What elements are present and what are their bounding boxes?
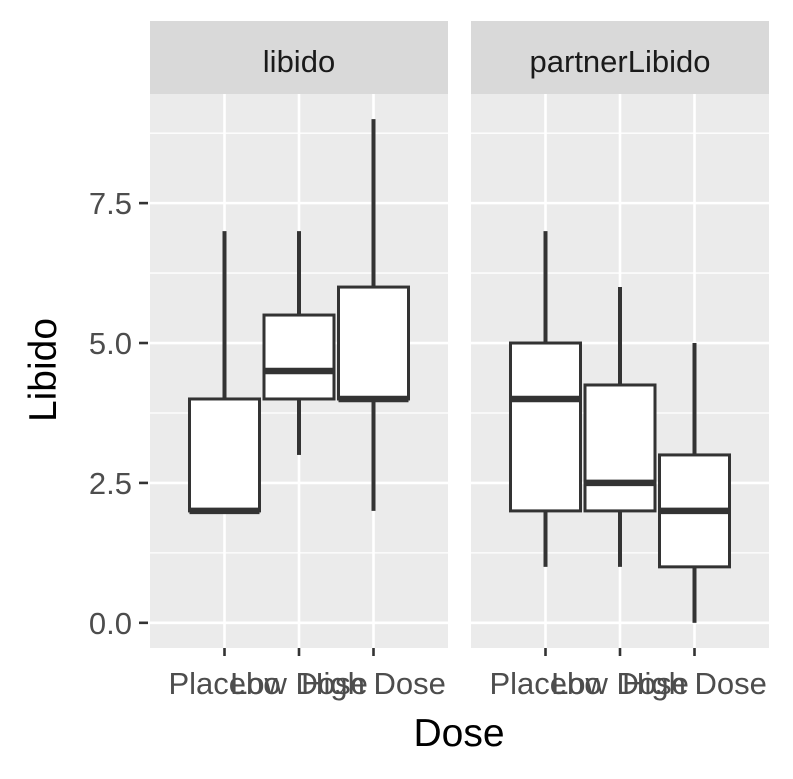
strip-label: libido xyxy=(263,44,335,79)
strip-label: partnerLibido xyxy=(530,44,711,79)
y-tick-label: 0.0 xyxy=(89,606,132,641)
box-partnerLibido-2 xyxy=(658,343,731,623)
x-tick-label: Low Dose xyxy=(551,666,689,701)
x-tick-label: Placebo xyxy=(168,666,280,701)
y-tick-label: 7.5 xyxy=(89,186,132,221)
box-iqr xyxy=(337,285,410,401)
y-tick-label: 2.5 xyxy=(89,466,132,501)
box-libido-2 xyxy=(337,119,410,511)
box-libido-0 xyxy=(188,231,261,515)
y-tick-label: 5.0 xyxy=(89,326,132,361)
x-tick-label: High Dose xyxy=(301,666,446,701)
x-axis-title: Dose xyxy=(413,712,504,755)
x-tick-label: Placebo xyxy=(489,666,601,701)
box-partnerLibido-0 xyxy=(509,231,582,567)
x-tick-label: High Dose xyxy=(622,666,767,701)
y-axis-title: Libido xyxy=(22,318,65,422)
box-partnerLibido-1 xyxy=(583,287,657,567)
x-tick-label: Low Dose xyxy=(230,666,368,701)
y-axis: 0.0 2.5 5.0 7.5 xyxy=(89,186,148,641)
box-iqr xyxy=(262,313,336,401)
box-iqr xyxy=(583,383,657,513)
strip-background xyxy=(471,21,769,94)
box-iqr xyxy=(188,397,261,513)
box-libido-1 xyxy=(262,231,336,455)
box-iqr xyxy=(509,341,582,513)
strip-background xyxy=(150,21,448,94)
